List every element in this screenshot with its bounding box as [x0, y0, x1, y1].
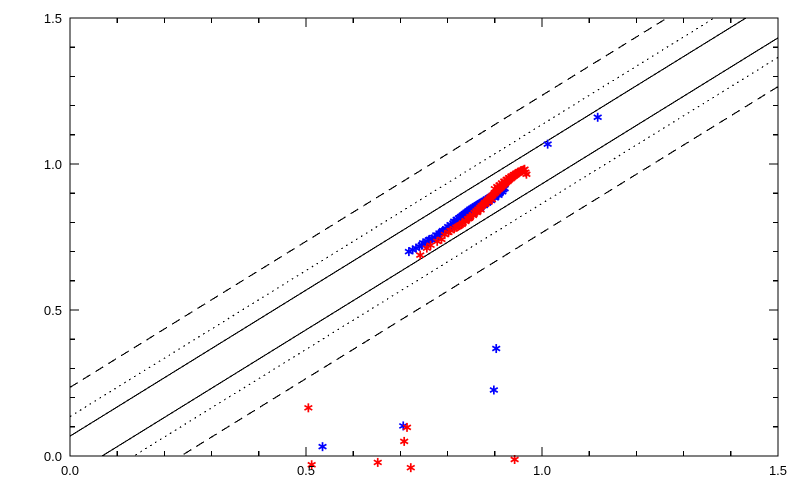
y-tick-label: 0.0	[44, 449, 62, 464]
data-point	[414, 241, 424, 251]
data-point	[464, 213, 474, 223]
data-point	[440, 230, 450, 240]
data-point	[415, 250, 425, 260]
x-tick-label: 1.0	[533, 463, 551, 478]
y-tick-label: 1.0	[44, 157, 62, 172]
plot-frame	[69, 17, 779, 457]
series-blue-points	[318, 112, 603, 452]
axis-ticks-group	[69, 17, 779, 457]
data-point	[402, 422, 412, 432]
axis-tick-labels-group: 0.0 0.5 1.0 1.5 0.0 0.5 1.0 1.5	[44, 11, 787, 478]
data-point	[489, 385, 499, 395]
reference-line-dotted-upper	[70, 18, 715, 418]
data-point	[543, 139, 552, 149]
data-point	[487, 195, 497, 205]
data-point	[593, 112, 603, 122]
data-point	[406, 463, 416, 473]
y-tick-label: 0.5	[44, 303, 62, 318]
data-point	[307, 460, 316, 470]
x-tick-label: 0.0	[61, 463, 79, 478]
x-tick-label: 0.5	[297, 463, 315, 478]
reference-line-dotted-lower	[133, 56, 778, 456]
x-tick-label: 1.5	[769, 463, 787, 478]
data-point	[516, 166, 526, 176]
reference-line-dashed-lower	[180, 86, 778, 456]
data-point	[432, 236, 442, 246]
data-point	[399, 436, 409, 446]
reference-line-solid-upper	[70, 18, 747, 437]
data-point	[422, 243, 432, 253]
reference-line-dashed-upper	[70, 18, 668, 388]
reference-line-solid-lower	[101, 37, 778, 456]
series-red-points	[304, 164, 531, 473]
reference-lines-group	[70, 18, 778, 456]
y-tick-label: 1.5	[44, 11, 62, 26]
data-point	[373, 457, 383, 467]
data-point	[304, 403, 313, 413]
data-point	[318, 442, 327, 452]
data-point	[491, 344, 501, 354]
